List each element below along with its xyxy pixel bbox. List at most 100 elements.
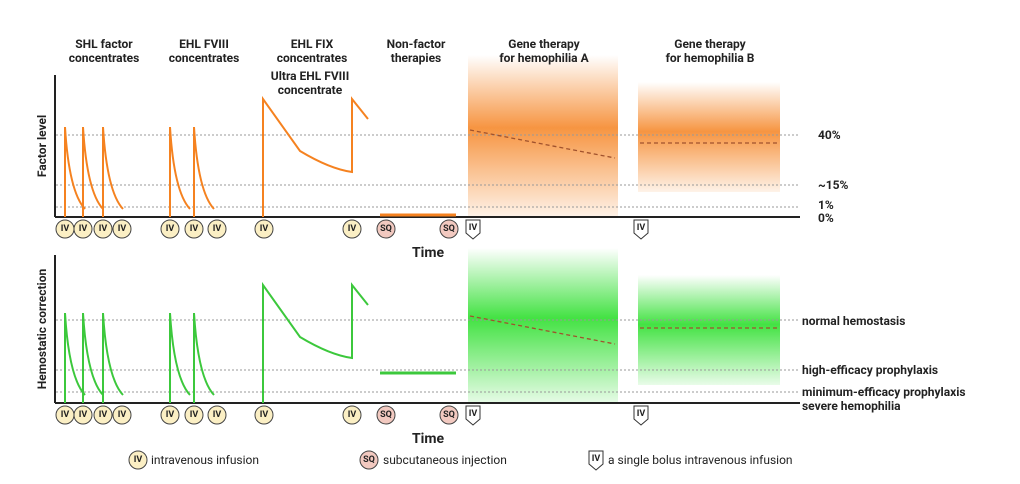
badge-text: IV: [348, 410, 357, 420]
badge-text: IV: [79, 410, 88, 420]
badge-text: SQ: [363, 455, 375, 465]
x-axis-label: Time: [412, 245, 445, 261]
column-header: Gene therapy: [508, 37, 580, 51]
badge-text: IV: [61, 224, 70, 234]
badge-shape: [633, 219, 649, 240]
badge: IV: [342, 219, 362, 239]
badge-shape: [465, 405, 481, 426]
badge-circle: [254, 405, 274, 425]
badge-circle: [93, 219, 113, 239]
level-label: severe hemophilia: [802, 399, 901, 413]
badge: IV: [112, 405, 132, 425]
badge: SQ: [439, 405, 459, 425]
column-header: EHL FVIII: [179, 37, 229, 51]
badge: SQ: [359, 450, 379, 470]
badge-text: SQ: [443, 410, 455, 420]
badge-text: IV: [166, 410, 175, 420]
y-axis-label: Hemostatic correction: [35, 269, 49, 390]
column-header: SHL factor: [75, 37, 133, 51]
badge-circle: [93, 405, 113, 425]
badge-text: IV: [469, 409, 478, 419]
column-header: concentrates: [169, 51, 240, 65]
x-axis-label: Time: [412, 431, 445, 447]
badge: SQ: [376, 219, 396, 239]
badge-text: SQ: [380, 224, 392, 234]
badge-circle: [207, 405, 227, 425]
badge-circle: [73, 405, 93, 425]
level-label: minimum-efficacy prophylaxis: [802, 385, 966, 399]
level-label: high-efficacy prophylaxis: [802, 363, 938, 377]
badge-circle: [184, 219, 204, 239]
badge-circle: [254, 219, 274, 239]
badge: IV: [254, 405, 274, 425]
badge: IV: [93, 405, 113, 425]
badge: IV: [112, 219, 132, 239]
badge: IV: [342, 405, 362, 425]
column-header: Non-factor: [387, 37, 446, 51]
level-label: normal hemostasis: [802, 314, 905, 328]
badge-shape: [588, 450, 604, 471]
badge-circle: [112, 405, 132, 425]
badge-text: IV: [99, 224, 108, 234]
badge: IV: [160, 405, 180, 425]
column-header: therapies: [391, 51, 441, 65]
badge-circle: [439, 219, 459, 239]
legend-label: a single bolus intravenous infusion: [608, 453, 793, 467]
gene-mean: [469, 315, 616, 345]
badge: IV: [633, 219, 649, 240]
badge-circle: [184, 405, 204, 425]
badge: IV: [465, 405, 481, 426]
level-label: 0%: [818, 211, 834, 225]
badge-text: IV: [260, 410, 269, 420]
column-header: concentrates: [277, 51, 348, 65]
gene-band-b: [638, 82, 780, 192]
column-header: Gene therapy: [674, 37, 746, 51]
badge-circle: [342, 405, 362, 425]
level-label: 1%: [818, 198, 834, 212]
badge-circle: [73, 219, 93, 239]
badge-circle: [128, 450, 148, 470]
level-label: ~15%: [818, 178, 849, 192]
gene-band-a: [468, 55, 618, 217]
badge-text: IV: [166, 224, 175, 234]
badge: IV: [184, 405, 204, 425]
level-curve: [64, 281, 369, 403]
level-curve: [64, 95, 369, 217]
column-header: concentrates: [69, 51, 140, 65]
badge-text: IV: [99, 410, 108, 420]
gene-mean: [469, 129, 616, 159]
badge-circle: [439, 405, 459, 425]
badge-text: SQ: [380, 410, 392, 420]
badge-circle: [207, 219, 227, 239]
column-header: concentrate: [278, 83, 343, 97]
badge-text: IV: [348, 224, 357, 234]
badge: IV: [207, 219, 227, 239]
column-header: for hemophilia B: [666, 51, 755, 65]
badge-text: SQ: [443, 224, 455, 234]
level-label: 40%: [818, 128, 841, 142]
gene-band-b: [638, 275, 780, 385]
badge: IV: [184, 219, 204, 239]
badge-text: IV: [118, 410, 127, 420]
badge-text: IV: [79, 224, 88, 234]
badge: IV: [160, 219, 180, 239]
badge-text: IV: [637, 223, 646, 233]
badge-text: IV: [637, 409, 646, 419]
gene-band-a: [468, 248, 618, 404]
column-header: for hemophilia A: [499, 51, 589, 65]
badge-text: IV: [213, 410, 222, 420]
badge-circle: [376, 219, 396, 239]
badge-shape: [633, 405, 649, 426]
legend-label: subcutaneous injection: [383, 453, 507, 467]
badge-text: IV: [213, 224, 222, 234]
badge: IV: [465, 219, 481, 240]
badge: IV: [55, 405, 75, 425]
badge: IV: [93, 219, 113, 239]
badge: IV: [207, 405, 227, 425]
badge-text: IV: [190, 224, 199, 234]
badge: IV: [588, 450, 604, 471]
badge-circle: [359, 450, 379, 470]
badge-shape: [465, 219, 481, 240]
badge-text: IV: [190, 410, 199, 420]
y-axis-label: Factor level: [35, 115, 49, 177]
